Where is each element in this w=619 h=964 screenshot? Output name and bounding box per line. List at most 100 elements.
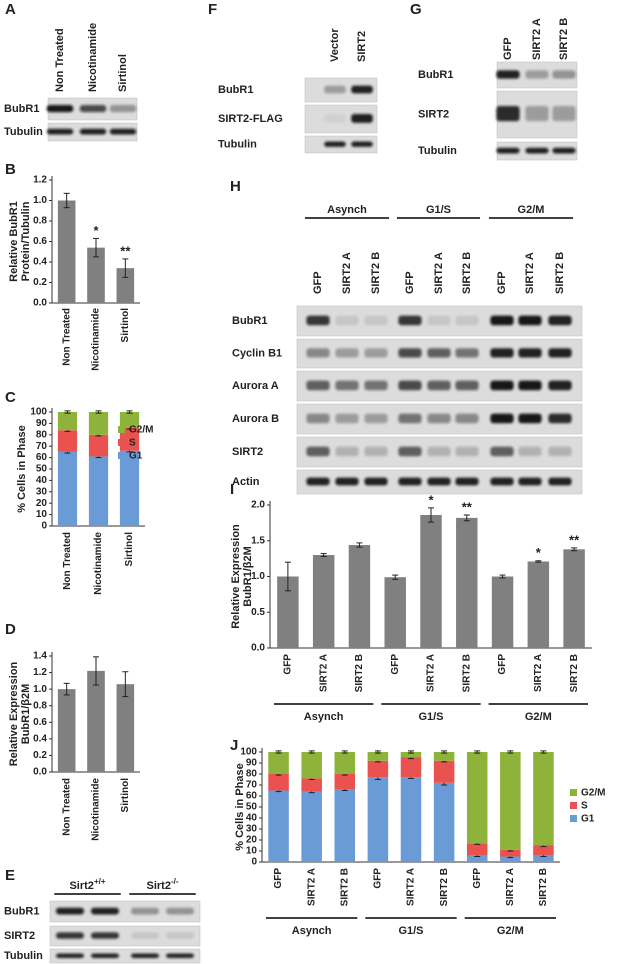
x-tick-label: Sirtinol	[124, 532, 135, 567]
row-label: BubR1	[218, 84, 253, 96]
significance-label: **	[569, 532, 580, 547]
y-tick-label: 0.4	[33, 733, 47, 744]
row-label: Tubulin	[4, 126, 43, 138]
bar-segment	[400, 777, 422, 862]
blot-band	[548, 413, 572, 424]
bar-segment	[57, 451, 78, 526]
lane-label: SIRT2 B	[558, 18, 570, 60]
y-axis-label: Relative BubR1	[8, 201, 20, 282]
x-tick-label: SIRT2 A	[426, 654, 437, 692]
blot-band	[351, 141, 373, 147]
blot-band	[548, 477, 572, 486]
y-tick-label: 0.6	[33, 717, 47, 728]
y-tick-label: 30	[36, 486, 48, 497]
blot-band	[548, 348, 572, 358]
row-label: SIRT2-FLAG	[218, 113, 283, 125]
y-tick-label: 1.0	[33, 195, 47, 206]
group-name: G1/S	[426, 204, 451, 216]
group-name: Asynch	[327, 204, 367, 216]
row-label: Tubulin	[418, 145, 457, 157]
y-tick-label: 70	[36, 441, 48, 452]
blot-band	[455, 446, 479, 457]
blot-band	[335, 413, 359, 424]
group-name: Sirt2	[69, 880, 93, 892]
y-axis-label: Relative Expression	[8, 661, 20, 766]
y-tick-label: 70	[246, 780, 258, 791]
blot-band	[364, 477, 388, 486]
blot-band	[518, 446, 542, 457]
bar-segment	[119, 412, 140, 428]
bar-segment	[367, 760, 389, 778]
blot-band	[306, 315, 330, 326]
y-tick-label: 0	[41, 521, 47, 532]
legend-swatch	[118, 439, 125, 446]
blot-band	[552, 70, 576, 79]
y-tick-label: 60	[36, 452, 48, 463]
y-tick-label: 0.0	[33, 767, 47, 778]
blot-band	[427, 348, 451, 358]
bar	[456, 517, 478, 648]
group-label: G1/S	[426, 204, 451, 216]
bar-segment	[88, 434, 109, 457]
row-label: Cyclin B1	[232, 347, 282, 359]
blot-band	[364, 380, 388, 391]
bar-segment	[466, 752, 488, 844]
y-tick-label: 60	[246, 791, 258, 802]
blot-band	[364, 348, 388, 358]
panel-label: E	[5, 867, 15, 884]
blot-band	[548, 380, 572, 391]
blot-band	[525, 70, 549, 79]
lane-label: SIRT2 B	[370, 252, 382, 294]
bar	[87, 247, 105, 303]
y-axis-label: BubR1/β2M	[20, 684, 32, 745]
group-label: G1/S	[398, 925, 423, 937]
y-tick-label: 50	[36, 464, 48, 475]
blot-band	[335, 446, 359, 457]
y-axis-label: % Cells in Phase	[16, 425, 28, 512]
blot-band	[496, 147, 520, 154]
y-tick-label: 10	[36, 509, 48, 520]
blot-band	[131, 907, 159, 915]
blot-band	[427, 315, 451, 326]
bar-segment	[301, 752, 322, 779]
row-label: Tubulin	[4, 950, 43, 962]
blot-band	[518, 477, 542, 486]
lane-label: Vector	[329, 28, 341, 62]
bar-segment	[433, 752, 455, 761]
panel-label: G	[410, 1, 422, 18]
blot-band	[306, 446, 330, 457]
x-tick-label: GFP	[273, 868, 284, 889]
group-label: Asynch	[327, 204, 367, 216]
x-tick-label: SIRT2 A	[318, 654, 329, 692]
x-tick-label: SIRT2 A	[306, 868, 317, 906]
group-name: G2/M	[518, 204, 545, 216]
lane-label: GFP	[502, 37, 514, 60]
y-tick-label: 0.0	[251, 643, 265, 654]
row-label: BubR1	[232, 315, 267, 327]
lane-label: SIRT2	[356, 31, 368, 62]
blot-band	[398, 315, 422, 326]
bar-segment	[301, 791, 322, 862]
legend-label: G1	[581, 814, 595, 825]
group-label: G2/M	[497, 925, 524, 937]
bar	[563, 549, 585, 648]
x-tick-label: Nicotinamide	[93, 532, 104, 595]
y-axis-label: Protein/Tubulin	[20, 201, 32, 281]
blot-band	[490, 477, 514, 486]
blot-band	[552, 106, 576, 122]
bar-segment	[500, 752, 521, 850]
panel-label: B	[5, 161, 16, 178]
bar-segment	[500, 849, 521, 857]
legend-swatch	[118, 452, 125, 459]
bar-segment	[334, 789, 356, 862]
bar-segment	[268, 752, 289, 774]
blot-band	[525, 147, 549, 154]
blot-band	[364, 413, 388, 424]
blot-band	[306, 348, 330, 358]
x-tick-label: SIRT2 B	[461, 654, 472, 692]
bar-segment	[433, 760, 455, 783]
x-tick-label: Sirtinol	[120, 308, 131, 343]
y-tick-label: 0.6	[33, 236, 47, 247]
y-tick-label: 20	[246, 835, 258, 846]
